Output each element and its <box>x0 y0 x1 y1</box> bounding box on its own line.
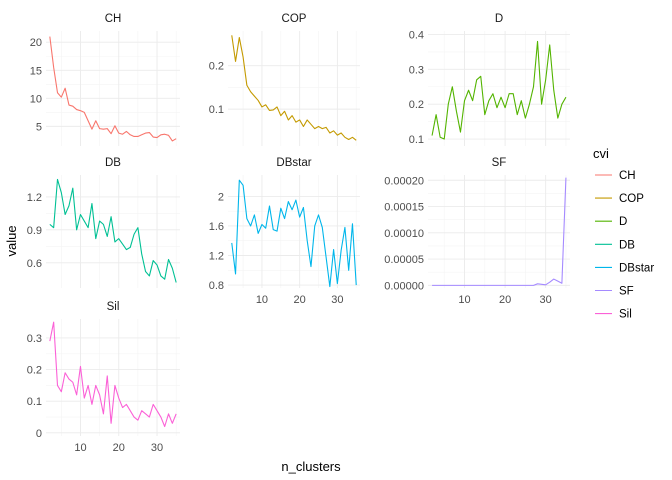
panel-cop: COP 0.1 0.2 <box>209 13 360 146</box>
y-tick-label: 2 <box>218 191 224 203</box>
legend-label: SF <box>619 286 634 298</box>
series-line-db <box>49 178 177 283</box>
legend-label: Sil <box>619 309 632 321</box>
panel-ch: CH 5 10 15 20 <box>30 13 180 146</box>
legend: cvi CH COP D DB DBstar SF Sil <box>593 146 654 321</box>
x-tick-label: 30 <box>331 294 343 306</box>
series-line-sf <box>432 177 567 286</box>
panel-title: Sil <box>107 301 120 313</box>
y-tick-label: 0.2 <box>209 61 224 73</box>
panel-sf: SF 0.00000 0.00005 0.00010 0.00015 0.00020 10 2… <box>384 157 570 306</box>
y-tick-label: 1.2 <box>209 251 224 263</box>
legend-item-dbstar: DBstar <box>595 262 654 274</box>
legend-label: DBstar <box>619 262 654 274</box>
x-tick-label: 10 <box>458 294 470 306</box>
y-tick-label: 0.2 <box>409 99 424 111</box>
legend-item-sf: SF <box>595 286 634 298</box>
x-tick-label: 20 <box>499 294 511 306</box>
legend-item-sil: Sil <box>595 309 632 321</box>
legend-item-cop: COP <box>595 193 644 205</box>
x-tick-label: 30 <box>151 442 163 454</box>
y-tick-label: 0.00005 <box>384 254 424 266</box>
y-tick-label: 15 <box>30 65 42 77</box>
panel-title: CH <box>105 13 122 25</box>
y-tick-label: 0.3 <box>27 333 42 345</box>
y-tick-label: 0.00020 <box>384 175 424 187</box>
y-tick-label: 0.1 <box>209 104 224 116</box>
y-tick-label: 0.1 <box>409 134 424 146</box>
y-tick-label: 0 <box>36 428 42 440</box>
y-tick-label: 20 <box>30 37 42 49</box>
x-tick-label: 10 <box>256 294 268 306</box>
x-tick-label: 10 <box>74 442 86 454</box>
panel-dbstar: DBstar 0.8 1.2 1.6 2 10 20 30 <box>209 157 360 306</box>
series-line-ch <box>49 36 177 142</box>
y-tick-label: 0.9 <box>27 225 42 237</box>
legend-label: DB <box>619 239 635 251</box>
panel-db: DB 0.6 0.9 1.2 <box>27 157 180 288</box>
y-tick-label: 1.2 <box>27 192 42 204</box>
panel-title: SF <box>492 157 507 169</box>
y-tick-label: 0.3 <box>409 64 424 76</box>
y-tick-label: 0.00015 <box>384 202 424 214</box>
x-tick-label: 30 <box>540 294 552 306</box>
x-tick-label: 20 <box>294 294 306 306</box>
x-axis-title: n_clusters <box>281 459 341 474</box>
legend-label: COP <box>619 193 644 205</box>
panel-title: DB <box>105 157 121 169</box>
y-tick-label: 0.2 <box>27 365 42 377</box>
panel-title: D <box>495 13 503 25</box>
y-tick-label: 0.00000 <box>384 280 424 292</box>
y-tick-label: 0.00010 <box>384 228 424 240</box>
x-tick-label: 20 <box>113 442 125 454</box>
panel-title: COP <box>282 13 307 25</box>
legend-item-db: DB <box>595 239 635 251</box>
y-axis-title: value <box>4 225 19 256</box>
y-tick-label: 10 <box>30 93 42 105</box>
legend-item-ch: CH <box>595 170 636 182</box>
series-line-sil <box>49 321 177 428</box>
panel-sil: Sil 0 0.1 0.2 0.3 10 20 30 <box>27 301 180 454</box>
legend-title: cvi <box>593 146 609 161</box>
panel-d: D 0.1 0.2 0.3 0.4 <box>409 13 570 146</box>
y-tick-label: 0.4 <box>409 29 424 41</box>
y-tick-label: 1.6 <box>209 221 224 233</box>
series-line-dbstar <box>231 179 357 288</box>
series-line-cop <box>231 35 357 141</box>
y-tick-label: 0.8 <box>209 280 224 292</box>
y-tick-label: 0.6 <box>27 258 42 270</box>
series-line-d <box>431 40 567 140</box>
y-tick-label: 5 <box>36 121 42 133</box>
legend-item-d: D <box>595 216 627 228</box>
panel-title: DBstar <box>276 157 311 169</box>
y-tick-label: 0.1 <box>27 396 42 408</box>
legend-label: CH <box>619 170 636 182</box>
legend-label: D <box>619 216 627 228</box>
